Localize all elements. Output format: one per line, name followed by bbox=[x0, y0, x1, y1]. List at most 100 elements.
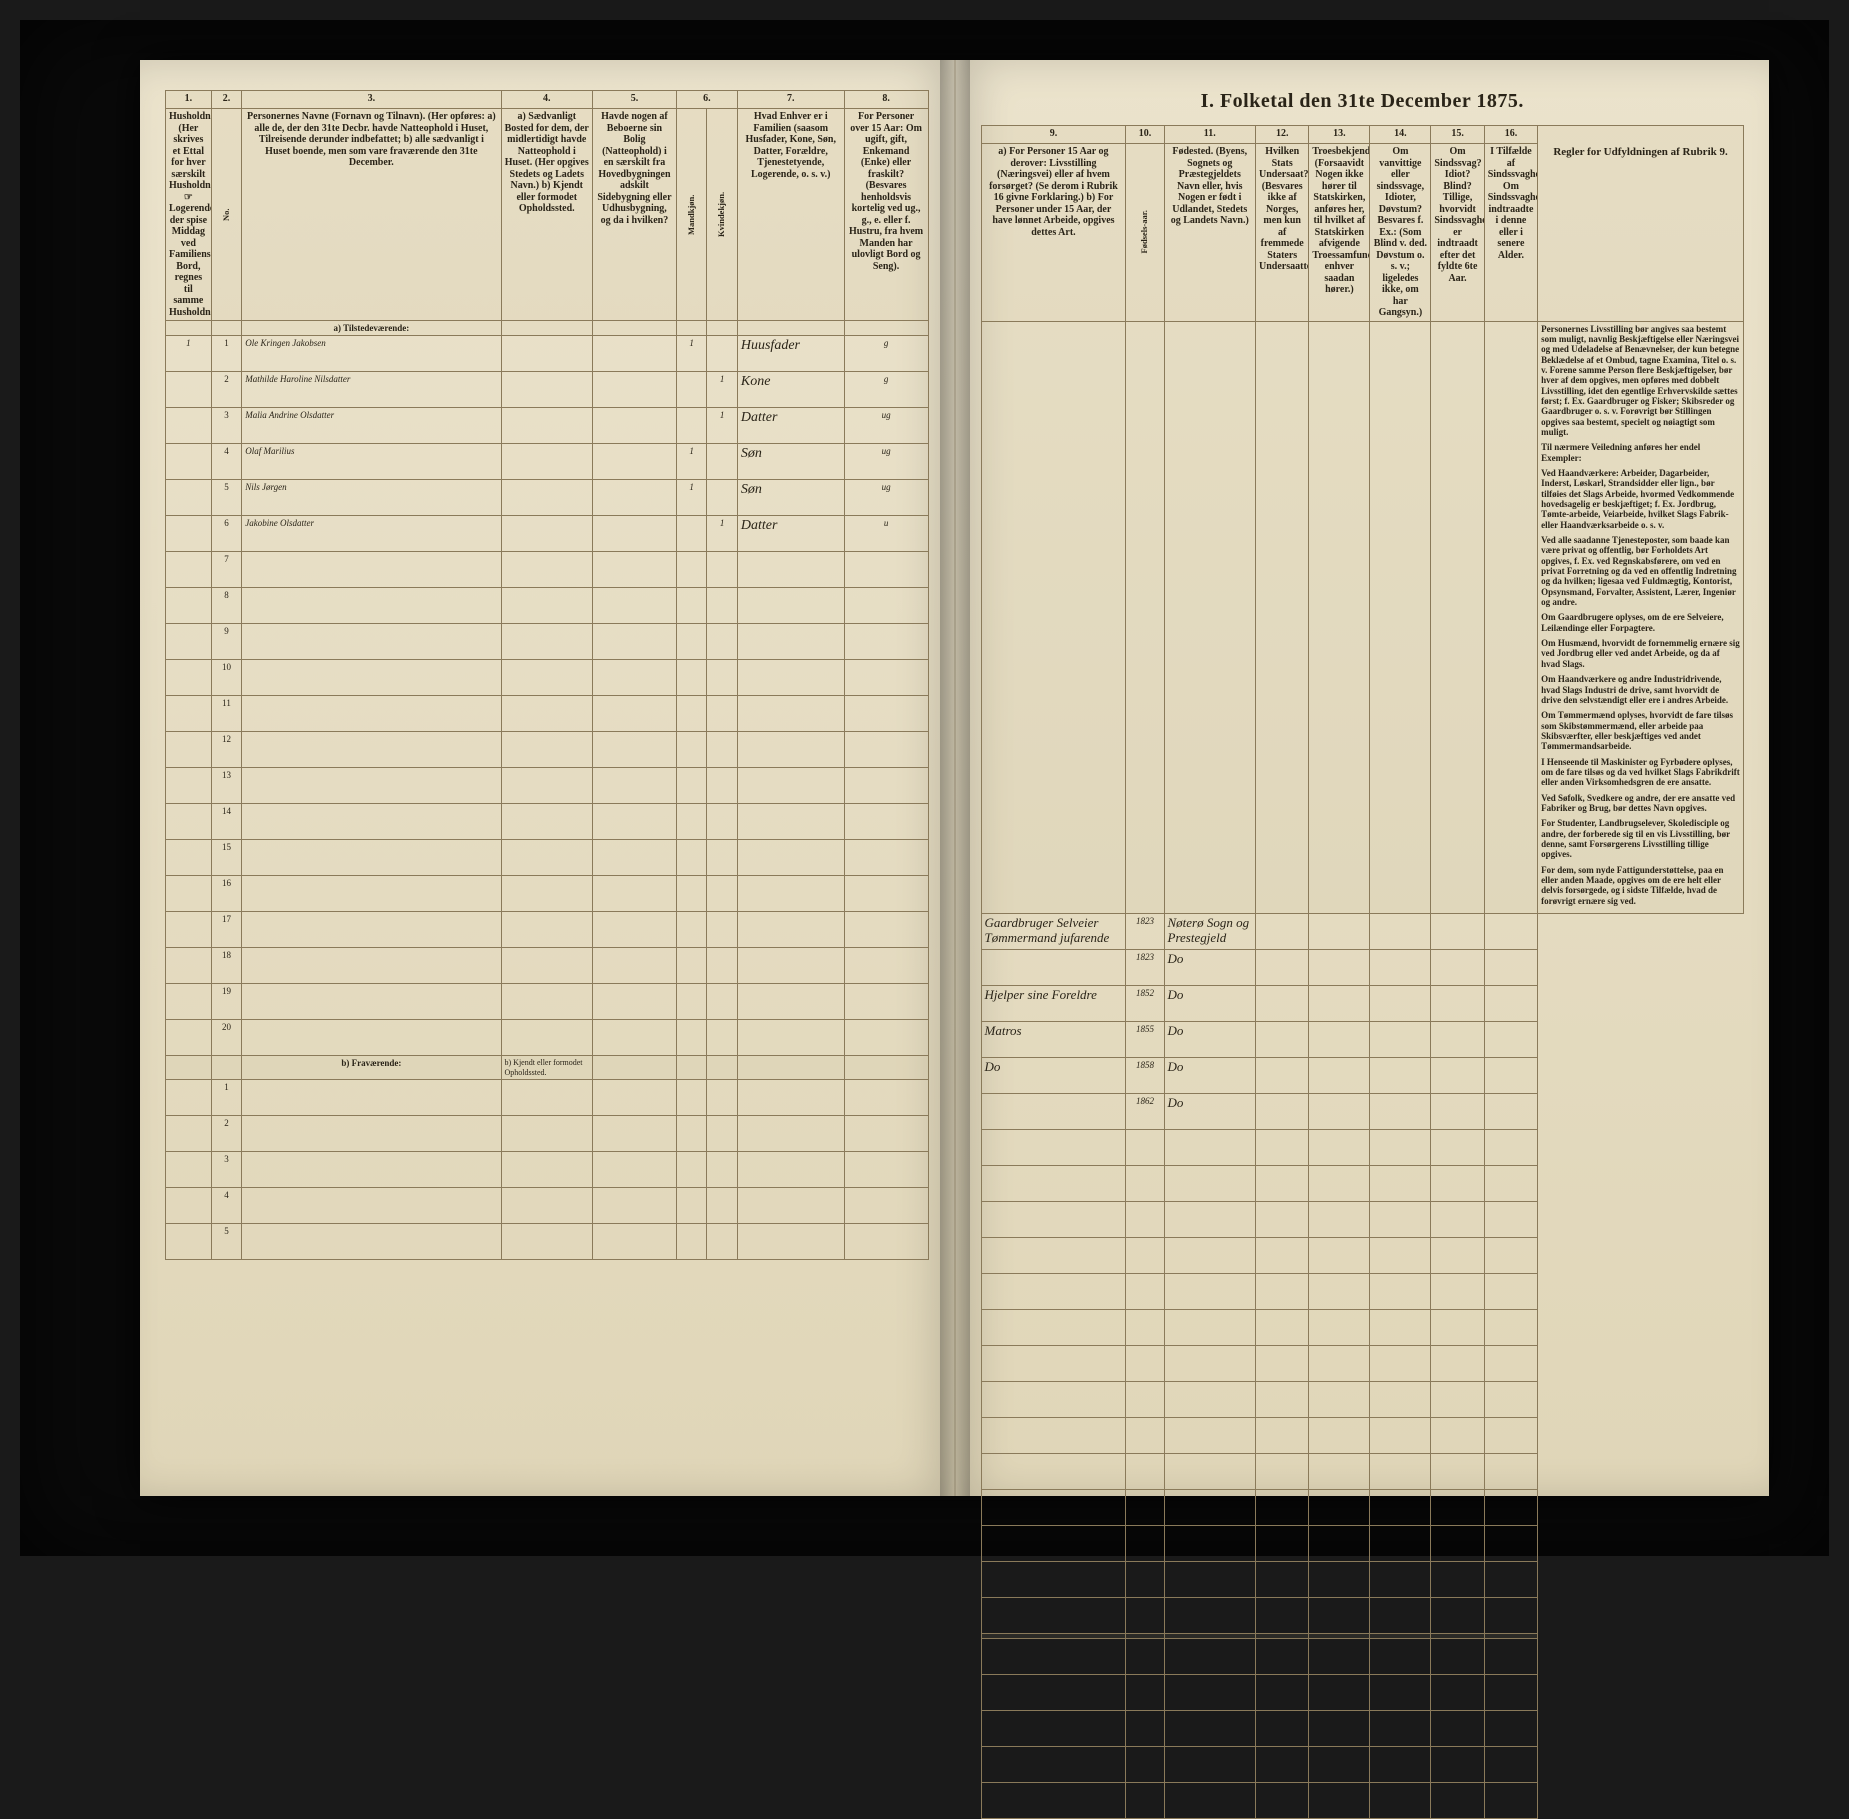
cell-col4 bbox=[501, 840, 593, 876]
cell-col5 bbox=[593, 732, 677, 768]
cell-birthyear: 1862 bbox=[1126, 1094, 1164, 1130]
cell-marital bbox=[844, 768, 928, 804]
cell-occupation bbox=[981, 1382, 1126, 1418]
cell-name bbox=[242, 696, 501, 732]
left-page: 1. 2. 3. 4. 5. 6. 7. 8. Husholdninger. (… bbox=[140, 60, 956, 1496]
cell-female: 1 bbox=[707, 372, 738, 408]
cell-col16 bbox=[1484, 1274, 1537, 1310]
cell-col14 bbox=[1370, 1382, 1431, 1418]
cell-female bbox=[707, 912, 738, 948]
table-row bbox=[981, 1562, 1744, 1598]
cell-male bbox=[676, 948, 707, 984]
cell-household bbox=[166, 480, 212, 516]
cell-birthplace bbox=[1164, 1382, 1256, 1418]
cell-name bbox=[242, 912, 501, 948]
cell-male: 1 bbox=[676, 336, 707, 372]
table-row bbox=[981, 1238, 1744, 1274]
cell-col4 bbox=[501, 660, 593, 696]
cell-col4 bbox=[501, 696, 593, 732]
table-row: Matros 1855 Do bbox=[981, 1022, 1744, 1058]
table-row: 16 bbox=[166, 876, 929, 912]
cell-col16 bbox=[1484, 986, 1537, 1022]
cell-household bbox=[166, 732, 212, 768]
col-header: For Personer over 15 Aar: Om ugift, gift… bbox=[844, 109, 928, 321]
table-row: 9 bbox=[166, 624, 929, 660]
cell-col5 bbox=[593, 912, 677, 948]
cell-col4 bbox=[501, 516, 593, 552]
cell-marital bbox=[844, 552, 928, 588]
col-num: 7. bbox=[737, 91, 844, 109]
cell-col4 bbox=[501, 804, 593, 840]
col-header: Mandkjøn. bbox=[676, 109, 707, 321]
col-header: a) Sædvanligt Bosted for dem, der midler… bbox=[501, 109, 593, 321]
cell-col16 bbox=[1484, 914, 1537, 950]
cell-birthplace: Do bbox=[1164, 986, 1256, 1022]
cell-religion bbox=[1309, 1130, 1370, 1166]
cell-birthyear bbox=[1126, 1238, 1164, 1274]
cell-birthplace bbox=[1164, 1346, 1256, 1382]
cell-occupation bbox=[981, 1454, 1126, 1490]
section-a-label: a) Tilstedeværende: bbox=[242, 321, 501, 336]
cell-col5 bbox=[593, 408, 677, 444]
cell-occupation bbox=[981, 1310, 1126, 1346]
cell-citizenship bbox=[1256, 1346, 1309, 1382]
table-row: 1 1 Ole Kringen Jakobsen 1 Huusfader g bbox=[166, 336, 929, 372]
cell-name bbox=[242, 1020, 501, 1056]
cell-household bbox=[166, 660, 212, 696]
cell-birthplace bbox=[1164, 1526, 1256, 1562]
rules-paragraph: Ved alle saadanne Tjenesteposter, som ba… bbox=[1541, 535, 1740, 607]
rules-paragraph: Personernes Livsstilling bør angives saa… bbox=[1541, 324, 1740, 438]
cell-religion bbox=[1309, 1454, 1370, 1490]
cell-col4 bbox=[501, 408, 593, 444]
col-num: 6. bbox=[676, 91, 737, 109]
cell-religion bbox=[1309, 1346, 1370, 1382]
cell-household bbox=[166, 948, 212, 984]
cell-female bbox=[707, 696, 738, 732]
cell-citizenship bbox=[1256, 914, 1309, 950]
col-num: 3. bbox=[242, 91, 501, 109]
col-number-row: 1. 2. 3. 4. 5. 6. 7. 8. bbox=[166, 91, 929, 109]
cell-citizenship bbox=[1256, 1058, 1309, 1094]
cell-occupation bbox=[981, 1094, 1126, 1130]
cell-col16 bbox=[1484, 1562, 1537, 1598]
cell-family-role: Søn bbox=[737, 444, 844, 480]
cell-marital: ug bbox=[844, 444, 928, 480]
cell-col14 bbox=[1370, 1490, 1431, 1526]
table-row: 17 bbox=[166, 912, 929, 948]
cell-male: 1 bbox=[676, 444, 707, 480]
cell-col14 bbox=[1370, 1346, 1431, 1382]
cell-family-role: Huusfader bbox=[737, 336, 844, 372]
cell-female bbox=[707, 804, 738, 840]
cell-family-role: Datter bbox=[737, 516, 844, 552]
cell-col16 bbox=[1484, 1202, 1537, 1238]
cell-marital: g bbox=[844, 336, 928, 372]
cell-religion bbox=[1309, 1274, 1370, 1310]
col-header: Hvilken Stats Undersaat? (Besvares ikke … bbox=[1256, 144, 1309, 322]
cell-birthyear bbox=[1126, 1526, 1164, 1562]
cell-col14 bbox=[1370, 1274, 1431, 1310]
rules-paragraph: For Studenter, Landbrugselever, Skoledis… bbox=[1541, 818, 1740, 859]
col-num: 15. bbox=[1431, 126, 1484, 144]
table-row bbox=[981, 1418, 1744, 1454]
cell-col16 bbox=[1484, 1166, 1537, 1202]
table-row bbox=[981, 1166, 1744, 1202]
cell-marital bbox=[844, 588, 928, 624]
cell-col15 bbox=[1431, 1238, 1484, 1274]
cell-religion bbox=[1309, 1382, 1370, 1418]
rules-header: Regler for Udfyldningen af Rubrik 9. bbox=[1538, 126, 1744, 322]
table-row bbox=[981, 1490, 1744, 1526]
table-row: 4 Olaf Marilius 1 Søn ug bbox=[166, 444, 929, 480]
cell-birthplace bbox=[1164, 1598, 1256, 1634]
cell-col14 bbox=[1370, 1094, 1431, 1130]
cell-name bbox=[242, 588, 501, 624]
col-header: Troesbekjendelse. (Forsaavidt Nogen ikke… bbox=[1309, 144, 1370, 322]
table-row: 4 bbox=[166, 1187, 929, 1223]
cell-occupation bbox=[981, 1346, 1126, 1382]
cell-birthyear bbox=[1126, 1166, 1164, 1202]
cell-rownum: 2 bbox=[211, 372, 242, 408]
right-page: I. Folketal den 31te December 1875. 9. 1… bbox=[956, 60, 1770, 1496]
cell-col16 bbox=[1484, 1346, 1537, 1382]
cell-col4 bbox=[501, 624, 593, 660]
cell-col4 bbox=[501, 984, 593, 1020]
cell-citizenship bbox=[1256, 1094, 1309, 1130]
